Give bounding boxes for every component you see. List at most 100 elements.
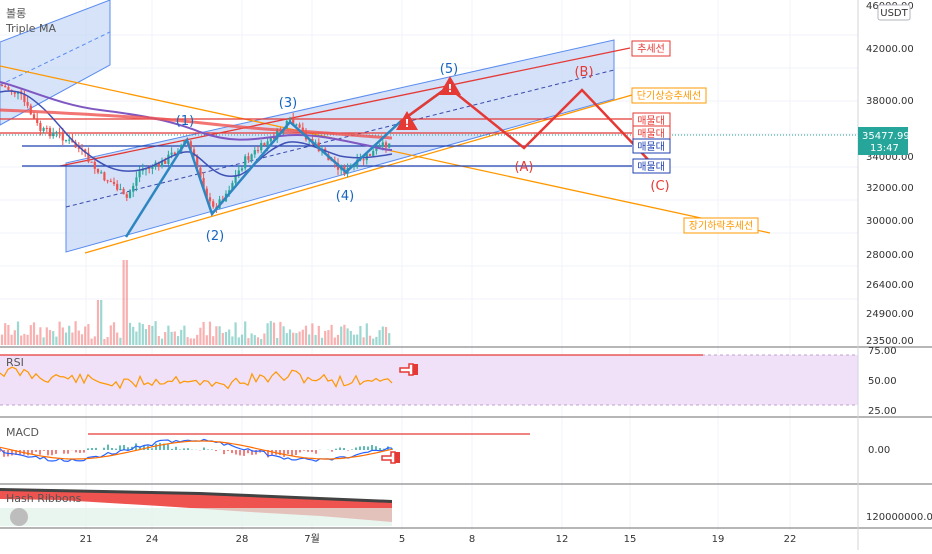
candle-body: [244, 156, 247, 169]
long-downtrend-label[interactable]: 장기하락추세선: [683, 217, 759, 234]
candle-body: [74, 142, 77, 148]
y-tick: 28000.00: [866, 250, 914, 261]
volume-bars: [0, 260, 391, 345]
y-tick: 24900.00: [866, 309, 914, 320]
candle-body: [202, 178, 205, 189]
warning-icon: !: [439, 76, 461, 95]
candle-body: [157, 162, 160, 167]
volume-bar: [272, 322, 276, 345]
volume-bar: [39, 327, 42, 345]
volume-bar: [4, 323, 7, 345]
x-tick: 22: [784, 534, 797, 545]
candle-body: [196, 155, 199, 168]
candle-body: [116, 183, 119, 190]
volume-bar: [125, 260, 128, 345]
x-tick: 8: [469, 534, 475, 545]
candle-body: [77, 147, 80, 149]
resistance-zone-label[interactable]: 매물대: [632, 112, 671, 128]
candle-body: [292, 118, 295, 126]
volume-bar: [132, 326, 135, 345]
volume-bar: [77, 330, 80, 345]
support-zone-label[interactable]: 매물대: [632, 138, 671, 154]
wave-label-b: (B): [574, 65, 593, 80]
candle-body: [90, 161, 93, 163]
trend-line-label[interactable]: 추세선: [631, 40, 671, 57]
volume-bar: [16, 321, 20, 345]
candle-body: [256, 150, 260, 152]
short-uptrend-label[interactable]: 단기상승추세선: [631, 87, 707, 104]
volume-bar: [343, 324, 346, 345]
volume-bar: [80, 334, 84, 345]
resistance-zone-label[interactable]: 매물대: [632, 125, 671, 141]
volume-bar: [244, 321, 247, 345]
projected-corrective-wave[interactable]: [399, 85, 659, 171]
volume-bar: [295, 333, 298, 345]
candle-body: [112, 182, 116, 184]
candle-body: [138, 170, 141, 178]
volume-bar: [42, 337, 45, 345]
volume-bar: [151, 326, 154, 345]
volume-bar: [359, 325, 362, 345]
time-axis[interactable]: 21 24 28 7월 5 8 12 15 19 22: [80, 533, 797, 545]
candle-body: [87, 152, 90, 162]
volume-bar: [61, 327, 64, 345]
candle-body: [231, 182, 234, 191]
svg-text:USDT: USDT: [880, 8, 908, 19]
svg-text:매물대: 매물대: [637, 128, 665, 140]
candle-body: [132, 185, 135, 192]
candle-body: [36, 118, 39, 124]
candle-body: [375, 148, 378, 151]
volume-bar: [164, 331, 167, 345]
volume-bar: [186, 337, 189, 345]
candle-body: [151, 166, 154, 169]
volume-bar: [36, 334, 39, 345]
wave-label-c: (C): [650, 179, 669, 194]
macd-title: MACD: [6, 426, 39, 439]
volume-bar: [276, 337, 279, 345]
price-axis[interactable]: 46000.00 42000.00 38000.00 34000.00 3200…: [866, 1, 932, 523]
volume-bar: [148, 324, 151, 345]
candle-body: [247, 156, 250, 160]
candle-body: [42, 127, 45, 131]
wave-label-3: (3): [279, 96, 297, 111]
volume-bar: [388, 333, 391, 345]
currency-badge[interactable]: USDT: [877, 4, 911, 21]
support-zone-label[interactable]: 매물대: [632, 158, 671, 174]
y-tick: 32000.00: [866, 183, 914, 194]
macd-signal-line: [0, 440, 393, 460]
volume-bar: [170, 331, 173, 345]
candle-body: [4, 85, 7, 88]
candle-body: [160, 160, 164, 167]
volume-bar: [349, 330, 352, 345]
upper-left-channel[interactable]: [0, 0, 111, 126]
volume-bar: [298, 331, 301, 345]
volume-bar: [64, 332, 68, 345]
volume-bar: [288, 329, 292, 345]
volume-bar: [100, 300, 103, 345]
candle-body: [68, 139, 71, 141]
candle-body: [164, 160, 167, 164]
candle-body: [362, 159, 365, 161]
volume-bar: [333, 337, 336, 345]
candle-body: [84, 149, 87, 153]
volume-bar: [224, 331, 228, 345]
y-tick: 0.00: [868, 445, 890, 456]
volume-bar: [116, 332, 119, 345]
main-channel-midline: [65, 69, 615, 208]
warning-icon: !: [396, 111, 418, 130]
volume-bar: [87, 324, 90, 345]
volume-bar: [269, 321, 272, 345]
short-uptrend-line[interactable]: [84, 94, 633, 254]
volume-bar: [122, 260, 125, 345]
candle-body: [128, 191, 132, 198]
candle-body: [372, 150, 375, 156]
x-tick: 19: [712, 534, 725, 545]
svg-text:!: !: [404, 117, 409, 130]
volume-bar: [352, 334, 356, 345]
volume-bar: [199, 327, 202, 345]
x-tick: 7월: [304, 533, 320, 545]
candle-body: [173, 152, 176, 154]
volume-bar: [10, 334, 13, 345]
